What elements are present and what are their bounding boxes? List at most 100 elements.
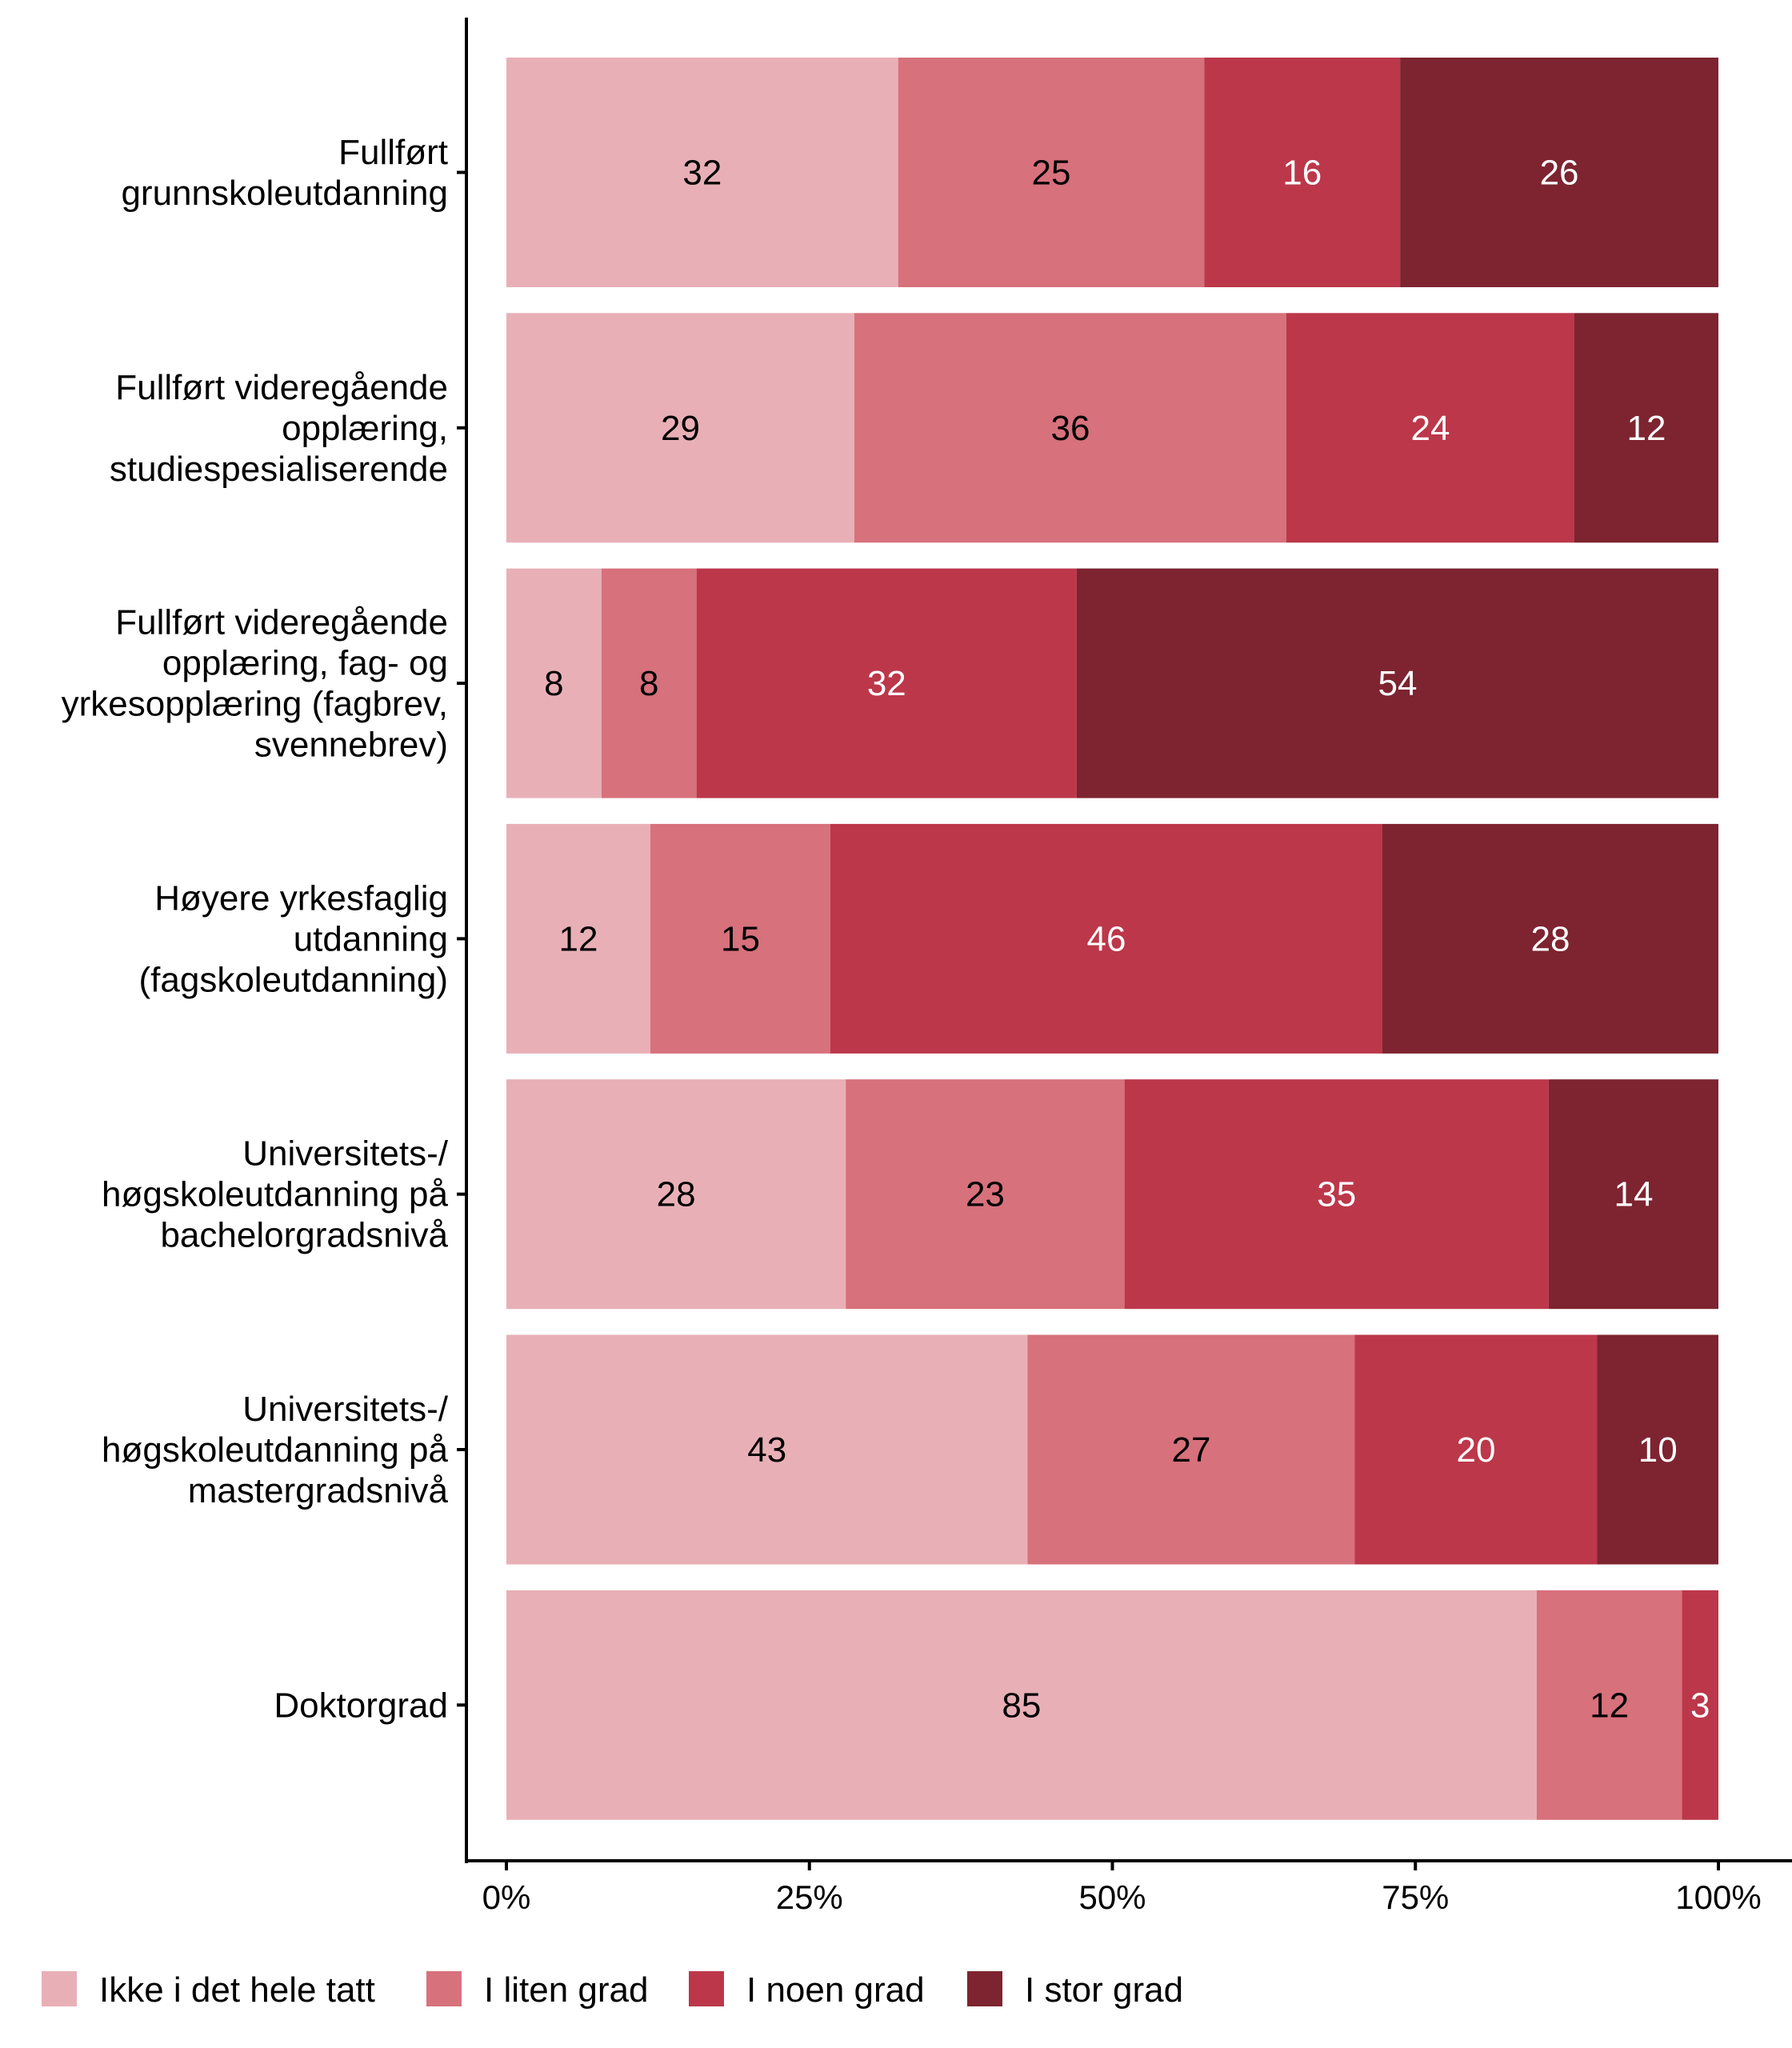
segment-label: 3 [1690,1686,1710,1725]
y-tick-label-line: (fagskoleutdanning) [139,960,448,999]
legend-swatch [689,1971,724,2006]
y-tick-label-line: mastergradsnivå [188,1471,449,1510]
bar-segment [506,1334,1028,1565]
bar-segment [601,568,697,798]
legend: Ikke i det hele tatt I liten grad I noen g… [42,1970,1183,2010]
bar-segment [506,823,650,1054]
bar-segment [1536,1590,1682,1820]
y-tick-label-line: Høyere yrkesfaglig [154,878,448,918]
bar-segment [830,823,1382,1054]
segment-label: 20 [1457,1430,1496,1470]
y-tick-label-line: Fullført videregående [115,603,448,642]
segment-label: 10 [1638,1430,1678,1470]
bar-segment [1124,1079,1549,1310]
segment-label: 54 [1378,664,1417,703]
legend-swatch [42,1971,77,2006]
segment-label: 32 [682,154,722,193]
x-axis: 0% 25% 50% 75% 100% [465,1859,1792,1916]
bar-row [506,58,1718,287]
x-tick-label: 75% [1382,1878,1449,1916]
segment-label: 23 [966,1175,1005,1214]
y-tick-label-line: grunnskoleutdanning [121,174,448,213]
legend-swatch [426,1971,462,2006]
segment-label: 28 [657,1175,696,1214]
bar-segment [1027,1334,1355,1565]
y-tick-label-line: høgskoleutdanning på [102,1175,449,1214]
y-tick-label: Fullført grunnskoleutdanning [121,133,448,213]
y-tick-label-line: utdanning [294,919,448,958]
legend-label: I noen grad [746,1970,925,2010]
segment-label: 15 [721,919,760,958]
y-tick-label-line: yrkesopplæring (fagbrev, [62,685,448,724]
bar-segment [1400,58,1718,287]
y-tick-label-line: Universitets-/ [242,1134,448,1174]
bars-layer [506,58,1718,1820]
bar-row [506,1590,1718,1820]
y-axis: Fullført grunnskoleutdanning Fullført vide… [62,18,468,1863]
segment-label: 46 [1087,919,1126,958]
bar-row [506,568,1718,798]
bar-segment [1597,1334,1718,1565]
bar-segment [854,313,1286,543]
bar-segment [650,823,830,1054]
y-tick-label-line: svennebrev) [254,726,448,765]
bar-segment [1382,823,1718,1054]
y-tick-label-line: opplæring, fag- og [162,644,448,683]
y-tick-label-line: Fullført [338,133,448,172]
bar-segment [1354,1334,1598,1565]
bar-segment [506,1590,1537,1820]
bar-segment [506,1079,846,1310]
bar-segment [506,568,602,798]
y-tick-label: Fullført videregående opplæring, studiespe… [110,368,448,489]
bar-segment [1548,1079,1718,1310]
legend-item: I liten grad [426,1970,648,2010]
bar-segment [1076,568,1718,798]
segment-label: 85 [1002,1686,1041,1725]
y-tick-label: Høyere yrkesfaglig utdanning (fagskoleutda… [139,878,448,999]
y-tick-label: Universitets-/høgskoleutdanning på master… [102,1390,449,1510]
segment-label: 24 [1411,409,1450,448]
segment-label: 12 [1590,1686,1629,1725]
segment-label: 26 [1540,154,1579,193]
legend-label: Ikke i det hele tatt [99,1970,375,2010]
y-tick-label: Fullført videregående opplæring, fag- og y… [62,603,448,765]
segment-label: 14 [1614,1175,1653,1214]
segment-label: 29 [661,409,700,448]
bar-segment [696,568,1077,798]
legend-item: I noen grad [689,1970,925,2010]
segment-labels-layer: 32 25 16 26 29 36 24 12 8 8 32 54 12 15 46 28 28 23 35 14 43… [544,154,1710,1726]
y-tick-label-line: Universitets-/ [242,1390,448,1429]
segment-label: 16 [1282,154,1322,193]
bar-row [506,1334,1718,1565]
x-tick-label: 25% [776,1878,843,1916]
y-tick-label-line: Doktorgrad [274,1686,448,1725]
x-tick-label: 100% [1675,1878,1761,1916]
segment-label: 12 [559,919,598,958]
segment-label: 12 [1627,409,1666,448]
y-tick-label-line: opplæring, [282,409,448,448]
y-tick-label-line: bachelorgradsnivå [160,1216,448,1255]
segment-label: 25 [1032,154,1071,193]
x-tick-label: 50% [1078,1878,1146,1916]
legend-label: I stor grad [1025,1970,1183,2010]
y-tick-label: Doktorgrad [274,1686,448,1725]
segment-label: 36 [1051,409,1090,448]
bar-segment [506,313,854,543]
bar-row [506,823,1718,1054]
bar-row [506,1079,1718,1310]
bar-segment [1286,313,1574,543]
segment-label: 28 [1531,919,1570,958]
legend-item: Ikke i det hele tatt [42,1970,375,2010]
segment-label: 27 [1171,1430,1210,1470]
legend-label: I liten grad [484,1970,648,2010]
legend-swatch [967,1971,1002,2006]
segment-label: 8 [544,664,563,703]
y-tick-label-line: høgskoleutdanning på [102,1430,449,1470]
segment-label: 43 [747,1430,786,1470]
bar-segment [1682,1590,1718,1820]
segment-label: 32 [867,664,906,703]
bar-segment [1574,313,1718,543]
bar-row [506,313,1718,543]
bar-segment [1204,58,1401,287]
